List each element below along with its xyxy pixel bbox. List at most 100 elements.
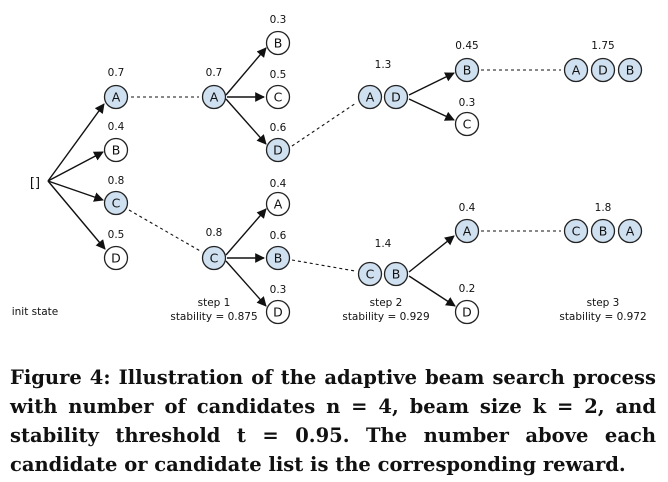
candidate-l1-c: C xyxy=(103,190,129,216)
step1-child-c-b-letter: B xyxy=(274,251,283,266)
init-state-symbol: [] xyxy=(30,176,40,191)
beam-search-diagram: [] init state 0.7 A 0.4 B 0.8 C xyxy=(12,14,647,325)
edge-s1a-d xyxy=(225,98,267,145)
reward-s2cb-d: 0.2 xyxy=(459,283,476,295)
candidate-l1-c-letter: C xyxy=(112,196,121,211)
step1-child-c-d: D xyxy=(265,299,291,325)
step3-list-adb: 1.75 A D B xyxy=(563,40,643,83)
step2-label: step 2 xyxy=(370,297,403,309)
reward-s2ad-c: 0.3 xyxy=(459,97,476,109)
reward-s1c-d: 0.3 xyxy=(270,284,287,296)
carry-l1-c xyxy=(128,209,203,253)
step1-child-a-c-letter: C xyxy=(274,90,283,105)
candidate-l1-b: B xyxy=(103,137,129,163)
step2-list-cb-item-1-letter: C xyxy=(366,267,375,282)
step3-list-cba-item-1-letter: C xyxy=(572,224,581,239)
init-edges xyxy=(47,103,106,250)
beam-search-svg: [] init state 0.7 A 0.4 B 0.8 C xyxy=(12,14,647,325)
figure-caption: Figure 4: Illustration of the adaptive b… xyxy=(10,366,656,476)
reward-l1-a: 0.7 xyxy=(108,67,125,79)
reward-s3-cba: 1.8 xyxy=(595,202,612,214)
edge-s1a-b xyxy=(225,47,267,96)
step3-list-adb-item-2-letter: D xyxy=(598,63,608,78)
step1-parent-a: A xyxy=(201,84,227,110)
candidate-l1-d-letter: D xyxy=(111,251,121,266)
step3-label: step 3 xyxy=(587,297,620,309)
step3-list-adb-item-1-letter: A xyxy=(572,63,581,78)
step3-list-cba-item-2-letter: B xyxy=(599,224,608,239)
step1-child-a-b: B xyxy=(265,30,291,56)
step1-child-a-d-letter: D xyxy=(273,143,283,158)
step1-child-c-a-letter: A xyxy=(274,197,283,212)
edge-init-a xyxy=(47,103,105,182)
reward-s1-c: 0.8 xyxy=(206,227,223,239)
reward-l1-b: 0.4 xyxy=(108,121,125,133)
edge-s2cb-a xyxy=(408,235,455,273)
reward-s1-a: 0.7 xyxy=(206,67,223,79)
candidate-l1-d: D xyxy=(103,245,129,271)
step1-label: step 1 xyxy=(198,297,231,309)
reward-s2-ad: 1.3 xyxy=(375,59,392,71)
step2-child-cb-a-letter: A xyxy=(463,224,472,239)
reward-s2-cb: 1.4 xyxy=(375,238,392,250)
level1-candidates: 0.7 A 0.4 B 0.8 C 0.5 D xyxy=(103,67,129,271)
step1-child-a-c: C xyxy=(265,84,291,110)
edge-s2cb-d xyxy=(408,275,456,307)
edge-init-c xyxy=(47,180,104,202)
reward-s1c-a: 0.4 xyxy=(270,178,287,190)
step3-list-adb-item-1: A xyxy=(563,57,589,83)
reward-s1c-b: 0.6 xyxy=(270,230,287,242)
step2-child-cb-d-letter: D xyxy=(462,305,472,320)
reward-s2ad-b: 0.45 xyxy=(455,40,478,52)
edge-s1c-d xyxy=(225,260,267,307)
step2-child-cb-a: A xyxy=(454,218,480,244)
candidate-l1-b-letter: B xyxy=(112,143,121,158)
step2-beam-cb: 1.4 C B 0.4 A 0.2 D xyxy=(357,202,480,325)
step1-child-c-a: A xyxy=(265,191,291,217)
step2-child-ad-c: C xyxy=(454,111,480,137)
edge-s2ad-c xyxy=(408,98,455,121)
step3-list-cba-item-3: A xyxy=(617,218,643,244)
reward-s3-adb: 1.75 xyxy=(591,40,614,52)
step1-parent-c: C xyxy=(201,245,227,271)
init-state-label: init state xyxy=(12,306,59,318)
step1-child-a-d: D xyxy=(265,137,291,163)
step1-child-c-d-letter: D xyxy=(273,305,283,320)
step3-list-cba-item-2: B xyxy=(590,218,616,244)
step1-child-c-b: B xyxy=(265,245,291,271)
candidate-l1-a: A xyxy=(103,84,129,110)
candidate-l1-a-letter: A xyxy=(112,90,121,105)
carry-s1-b xyxy=(291,259,356,272)
edge-s2ad-b xyxy=(408,72,455,96)
step3-list-adb-item-3-letter: B xyxy=(626,63,635,78)
reward-s1a-c: 0.5 xyxy=(270,69,287,81)
step1-beam-a: 0.7 A 0.3 B 0.5 C 0.6 D xyxy=(201,14,291,163)
reward-s2cb-a: 0.4 xyxy=(459,202,476,214)
step2-stability: stability = 0.929 xyxy=(342,311,429,323)
step2-child-ad-c-letter: C xyxy=(463,117,472,132)
step2-list-ad-item-1-letter: A xyxy=(366,90,375,105)
step3-list-cba-item-1: C xyxy=(563,218,589,244)
reward-s1a-b: 0.3 xyxy=(270,14,287,26)
step1-stability: stability = 0.875 xyxy=(170,311,257,323)
step2-list-ad-item-1: A xyxy=(357,84,383,110)
carry-s1-d xyxy=(291,102,357,147)
step2-list-cb-item-2-letter: B xyxy=(392,267,401,282)
edge-s1c-a xyxy=(225,208,267,256)
step2-list-ad-item-2: D xyxy=(383,84,409,110)
step2-list-cb-item-2: B xyxy=(383,261,409,287)
edge-init-b xyxy=(47,151,104,182)
step3-list-cba-item-3-letter: A xyxy=(626,224,635,239)
step2-child-cb-d: D xyxy=(454,299,480,325)
step2-list-cb-item-1: C xyxy=(357,261,383,287)
step3-stability: stability = 0.972 xyxy=(559,311,646,323)
step1-parent-a-letter: A xyxy=(210,90,219,105)
reward-s1a-d: 0.6 xyxy=(270,122,287,134)
step2-child-ad-b-letter: B xyxy=(463,63,472,78)
reward-l1-c: 0.8 xyxy=(108,175,125,187)
step3-list-cba: 1.8 C B A xyxy=(563,202,643,244)
step2-list-ad-item-2-letter: D xyxy=(391,90,401,105)
step3-list-adb-item-3: B xyxy=(617,57,643,83)
reward-l1-d: 0.5 xyxy=(108,229,125,241)
edge-init-d xyxy=(47,180,106,250)
